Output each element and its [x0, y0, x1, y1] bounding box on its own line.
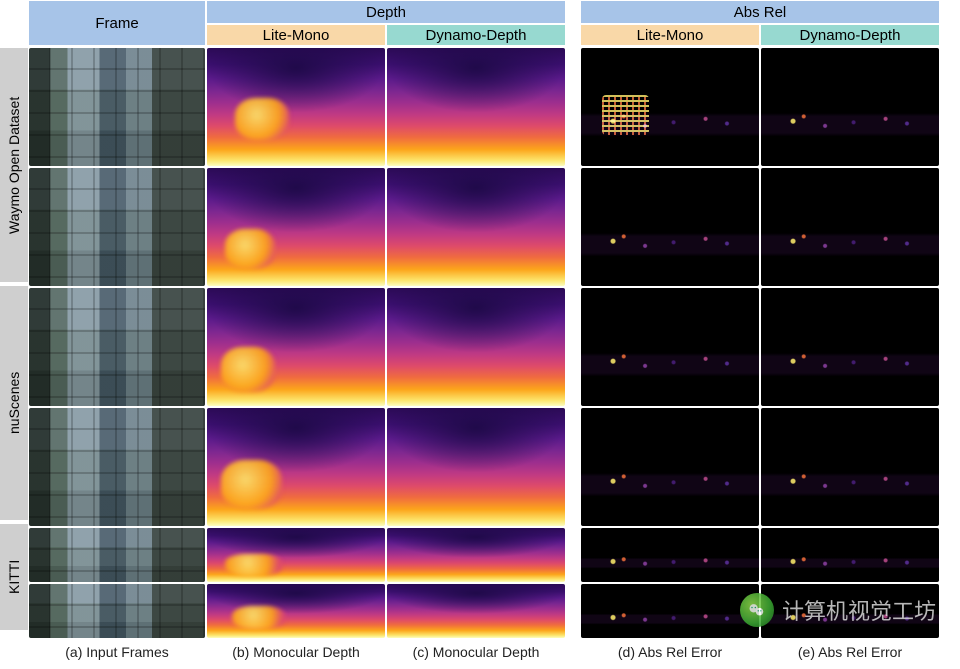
header-gap: [566, 0, 580, 46]
frame-cell: [29, 288, 205, 406]
row-group-label: KITTI: [0, 522, 28, 632]
subheader-err-lite: Lite-Mono: [580, 24, 760, 46]
frame-cell: [29, 584, 205, 638]
depth-cell: [207, 168, 385, 286]
depth-cell: [207, 288, 385, 406]
err-cell: [581, 408, 759, 526]
err-cell: [761, 48, 939, 166]
err-cell: [761, 528, 939, 582]
err-cell: [581, 288, 759, 406]
err-cell: [581, 168, 759, 286]
err-cell: [761, 408, 939, 526]
header-depth: Depth: [206, 0, 566, 24]
row-group-label: Waymo Open Dataset: [0, 46, 28, 284]
depth-cell: [387, 288, 565, 406]
column-caption: (d) Abs Rel Error: [581, 640, 759, 660]
header-absrel: Abs Rel: [580, 0, 940, 24]
depth-cell: [207, 48, 385, 166]
header-frame: Frame: [28, 0, 206, 46]
column-caption: (a) Input Frames: [29, 640, 205, 660]
err-cell: [581, 584, 759, 638]
subheader-depth-lite: Lite-Mono: [206, 24, 386, 46]
depth-cell: [207, 528, 385, 582]
err-cell: [581, 48, 759, 166]
frame-cell: [29, 48, 205, 166]
err-cell: [761, 584, 939, 638]
depth-cell: [387, 528, 565, 582]
column-caption: (b) Monocular Depth: [207, 640, 385, 660]
frame-cell: [29, 168, 205, 286]
column-caption: (c) Monocular Depth: [387, 640, 565, 660]
err-cell: [761, 288, 939, 406]
row-group-label: nuScenes: [0, 284, 28, 522]
subheader-depth-dyn: Dynamo-Depth: [386, 24, 566, 46]
depth-cell: [207, 408, 385, 526]
frame-cell: [29, 528, 205, 582]
depth-cell: [387, 168, 565, 286]
depth-cell: [387, 408, 565, 526]
frame-cell: [29, 408, 205, 526]
err-cell: [761, 168, 939, 286]
subheader-err-dyn: Dynamo-Depth: [760, 24, 940, 46]
depth-cell: [387, 48, 565, 166]
corner-blank: [0, 0, 28, 46]
column-caption: (e) Abs Rel Error: [761, 640, 939, 660]
depth-cell: [207, 584, 385, 638]
err-cell: [581, 528, 759, 582]
depth-cell: [387, 584, 565, 638]
